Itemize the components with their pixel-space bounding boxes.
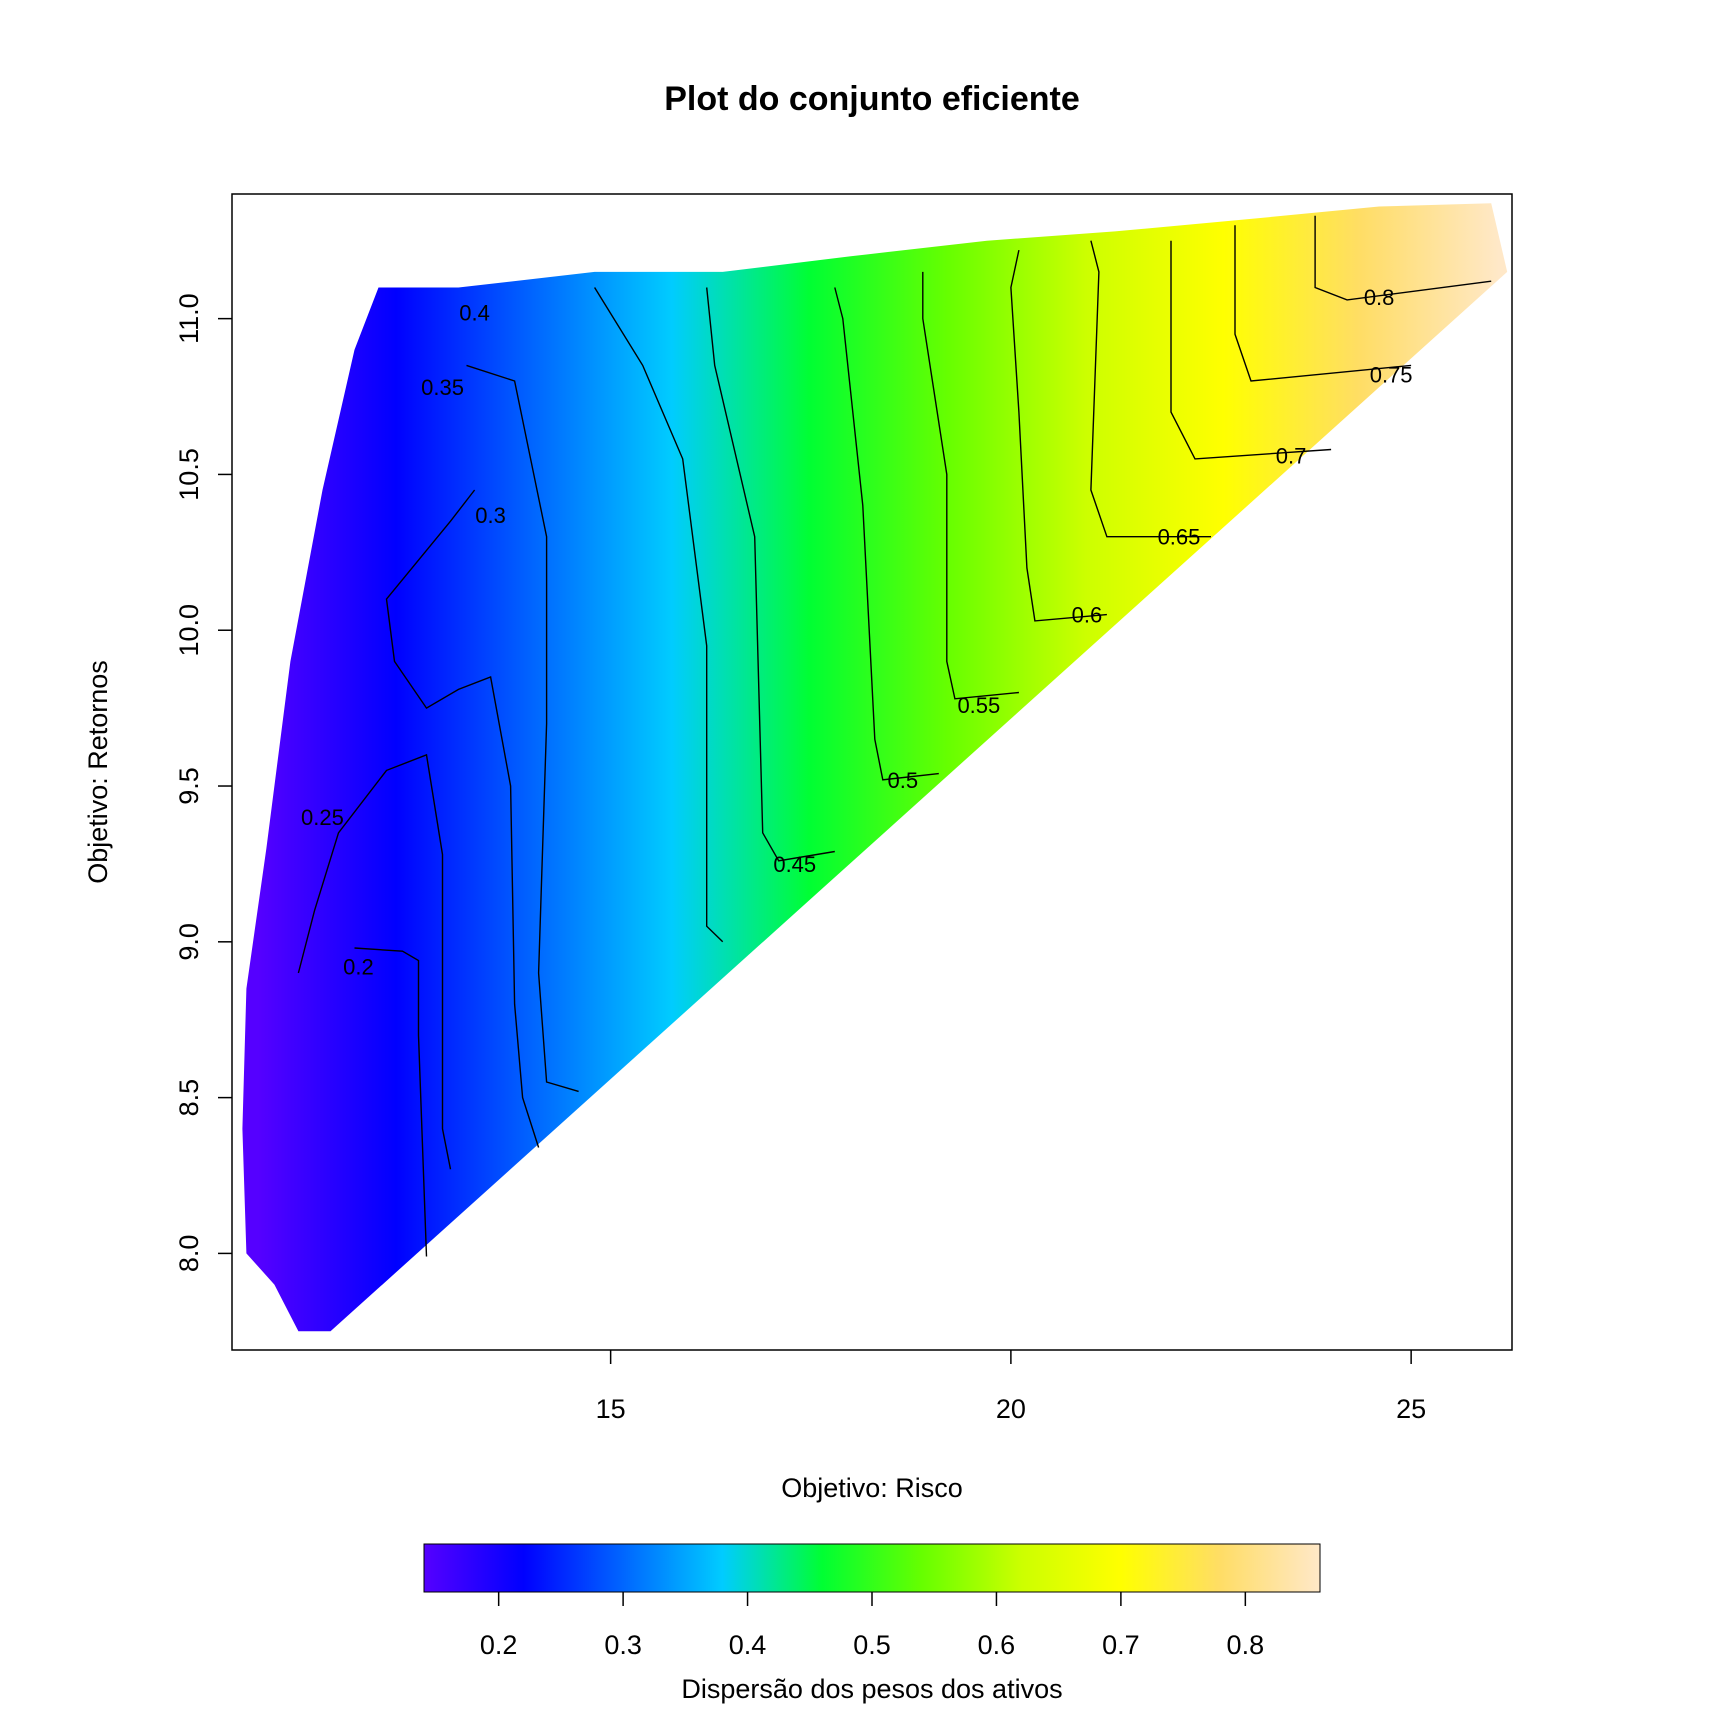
contour-label: 0.4	[459, 300, 490, 325]
color-scale-ticks: 0.2 0.3 0.4 0.5 0.6 0.7 0.8	[480, 1592, 1264, 1660]
color-scale-tick-label: 0.8	[1227, 1630, 1265, 1660]
y-tick-label: 8.5	[174, 1079, 204, 1117]
contour-label: 0.5	[888, 768, 919, 793]
contour-line-10	[1170, 240, 1332, 460]
y-tick-label: 9.0	[174, 923, 204, 961]
contour-line-6	[834, 287, 939, 781]
contour-line-5	[706, 287, 835, 862]
color-scale-tick-label: 0.2	[480, 1630, 518, 1660]
contour-label: 0.25	[301, 805, 344, 830]
plot-area: 0.2 0.25 0.3 0.35 0.4 0.45 0.5 0.55 0.6 0.65 0.7 0.…	[242, 203, 1508, 1332]
color-scale-tick-label: 0.6	[978, 1630, 1016, 1660]
color-scale-tick-label: 0.5	[853, 1630, 891, 1660]
y-axis-label: Objetivo: Retornos	[83, 660, 113, 884]
plot-border	[231, 193, 1513, 1351]
contour-label: 0.8	[1364, 285, 1395, 310]
x-tick-label: 25	[1396, 1394, 1426, 1424]
y-axis: 8.0 8.5 9.0 9.5 10.0 10.5 11.0	[174, 293, 232, 1272]
chart-title: Plot do conjunto eficiente	[664, 80, 1080, 118]
contour-lines: 0.2 0.25 0.3 0.35 0.4 0.45 0.5 0.55 0.6 0.65 0.7 0.…	[297, 215, 1492, 1257]
contour-line-9	[1090, 240, 1211, 538]
contour-line-4	[594, 287, 724, 943]
color-scale-tick-label: 0.7	[1102, 1630, 1140, 1660]
contour-line-11	[1234, 225, 1412, 382]
color-scale-tick-label: 0.4	[729, 1630, 767, 1660]
contour-line-0	[354, 947, 428, 1257]
y-tick-label: 10.0	[174, 604, 204, 657]
x-tick-label: 15	[596, 1394, 626, 1424]
contour-line-8	[1010, 249, 1107, 622]
contour-label: 0.2	[343, 955, 374, 980]
contour-label: 0.75	[1370, 363, 1413, 388]
contour-label: 0.55	[957, 693, 1000, 718]
contour-line-7	[922, 271, 1019, 700]
contour-label: 0.35	[421, 375, 464, 400]
color-scale-label: Dispersão dos pesos dos ativos	[681, 1674, 1062, 1704]
color-scale-legend: 0.2 0.3 0.4 0.5 0.6 0.7 0.8 Dispersão dos peso…	[423, 1543, 1321, 1704]
contour-label: 0.6	[1072, 603, 1103, 628]
y-tick-label: 8.0	[174, 1235, 204, 1273]
color-scale-tick-label: 0.3	[604, 1630, 642, 1660]
contour-line-12	[1314, 215, 1492, 301]
contour-line-3	[466, 364, 579, 1093]
y-tick-label: 9.5	[174, 767, 204, 805]
contour-label: 0.3	[475, 503, 506, 528]
color-scale-bar	[423, 1543, 1321, 1593]
x-axis-label: Objetivo: Risco	[781, 1473, 963, 1503]
contour-label: 0.7	[1276, 444, 1307, 469]
x-axis: 15 20 25	[596, 1350, 1426, 1424]
contour-label: 0.65	[1158, 525, 1201, 550]
y-tick-label: 11.0	[174, 293, 204, 344]
y-tick-label: 10.5	[174, 448, 204, 501]
heatmap-region	[242, 203, 1508, 1332]
contour-label: 0.45	[773, 852, 816, 877]
contour-line-2	[385, 489, 540, 1148]
contour-line-1	[297, 753, 452, 1170]
x-tick-label: 20	[996, 1394, 1026, 1424]
